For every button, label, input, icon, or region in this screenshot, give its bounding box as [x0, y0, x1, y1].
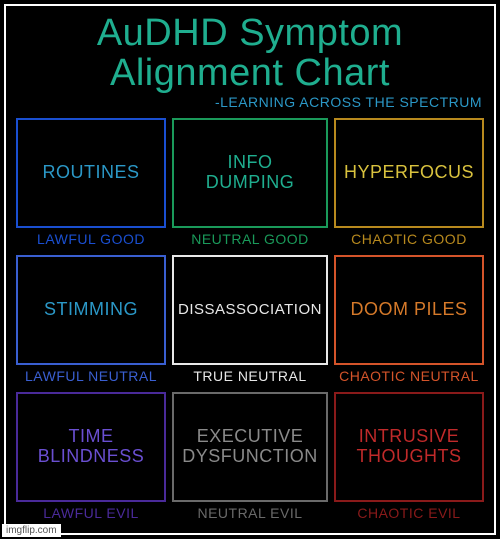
- alignment-label: LAWFUL NEUTRAL: [25, 365, 157, 386]
- alignment-label: LAWFUL EVIL: [43, 502, 139, 523]
- watermark: imgflip.com: [2, 524, 61, 537]
- cell-box: EXECUTIVE DYSFUNCTION: [172, 392, 328, 502]
- alignment-cell: STIMMING LAWFUL NEUTRAL: [16, 255, 166, 386]
- alignment-cell: INTRUSIVE THOUGHTS CHAOTIC EVIL: [334, 392, 484, 523]
- alignment-cell: DOOM PILES CHAOTIC NEUTRAL: [334, 255, 484, 386]
- alignment-cell: HYPERFOCUS CHAOTIC GOOD: [334, 118, 484, 249]
- chart-title: AuDHD Symptom Alignment Chart: [6, 6, 494, 94]
- cell-box: TIME BLINDNESS: [16, 392, 166, 502]
- chart-frame: AuDHD Symptom Alignment Chart -LEARNING …: [4, 4, 496, 535]
- symptom-label: INFO DUMPING: [206, 153, 295, 193]
- alignment-cell: ROUTINES LAWFUL GOOD: [16, 118, 166, 249]
- alignment-grid: ROUTINES LAWFUL GOOD INFO DUMPING NEUTRAL G…: [6, 116, 494, 533]
- alignment-label: LAWFUL GOOD: [37, 228, 145, 249]
- symptom-label: ROUTINES: [43, 163, 140, 183]
- alignment-cell: TIME BLINDNESS LAWFUL EVIL: [16, 392, 166, 523]
- chart-subtitle: -LEARNING ACROSS THE SPECTRUM: [6, 94, 494, 116]
- alignment-label: CHAOTIC EVIL: [357, 502, 460, 523]
- cell-box: INTRUSIVE THOUGHTS: [334, 392, 484, 502]
- symptom-label: DISSASSOCIATION: [178, 302, 322, 319]
- symptom-label: HYPERFOCUS: [344, 163, 474, 183]
- alignment-cell: EXECUTIVE DYSFUNCTION NEUTRAL EVIL: [172, 392, 328, 523]
- cell-box: DISSASSOCIATION: [172, 255, 328, 365]
- alignment-cell: INFO DUMPING NEUTRAL GOOD: [172, 118, 328, 249]
- alignment-label: NEUTRAL GOOD: [191, 228, 309, 249]
- symptom-label: EXECUTIVE DYSFUNCTION: [182, 427, 318, 467]
- alignment-label: CHAOTIC NEUTRAL: [339, 365, 479, 386]
- alignment-label: TRUE NEUTRAL: [193, 365, 306, 386]
- cell-box: DOOM PILES: [334, 255, 484, 365]
- alignment-label: NEUTRAL EVIL: [197, 502, 302, 523]
- cell-box: ROUTINES: [16, 118, 166, 228]
- cell-box: HYPERFOCUS: [334, 118, 484, 228]
- symptom-label: INTRUSIVE THOUGHTS: [356, 427, 461, 467]
- alignment-label: CHAOTIC GOOD: [351, 228, 467, 249]
- cell-box: STIMMING: [16, 255, 166, 365]
- cell-box: INFO DUMPING: [172, 118, 328, 228]
- symptom-label: DOOM PILES: [350, 300, 467, 320]
- symptom-label: TIME BLINDNESS: [38, 427, 145, 467]
- symptom-label: STIMMING: [44, 300, 138, 320]
- alignment-cell: DISSASSOCIATION TRUE NEUTRAL: [172, 255, 328, 386]
